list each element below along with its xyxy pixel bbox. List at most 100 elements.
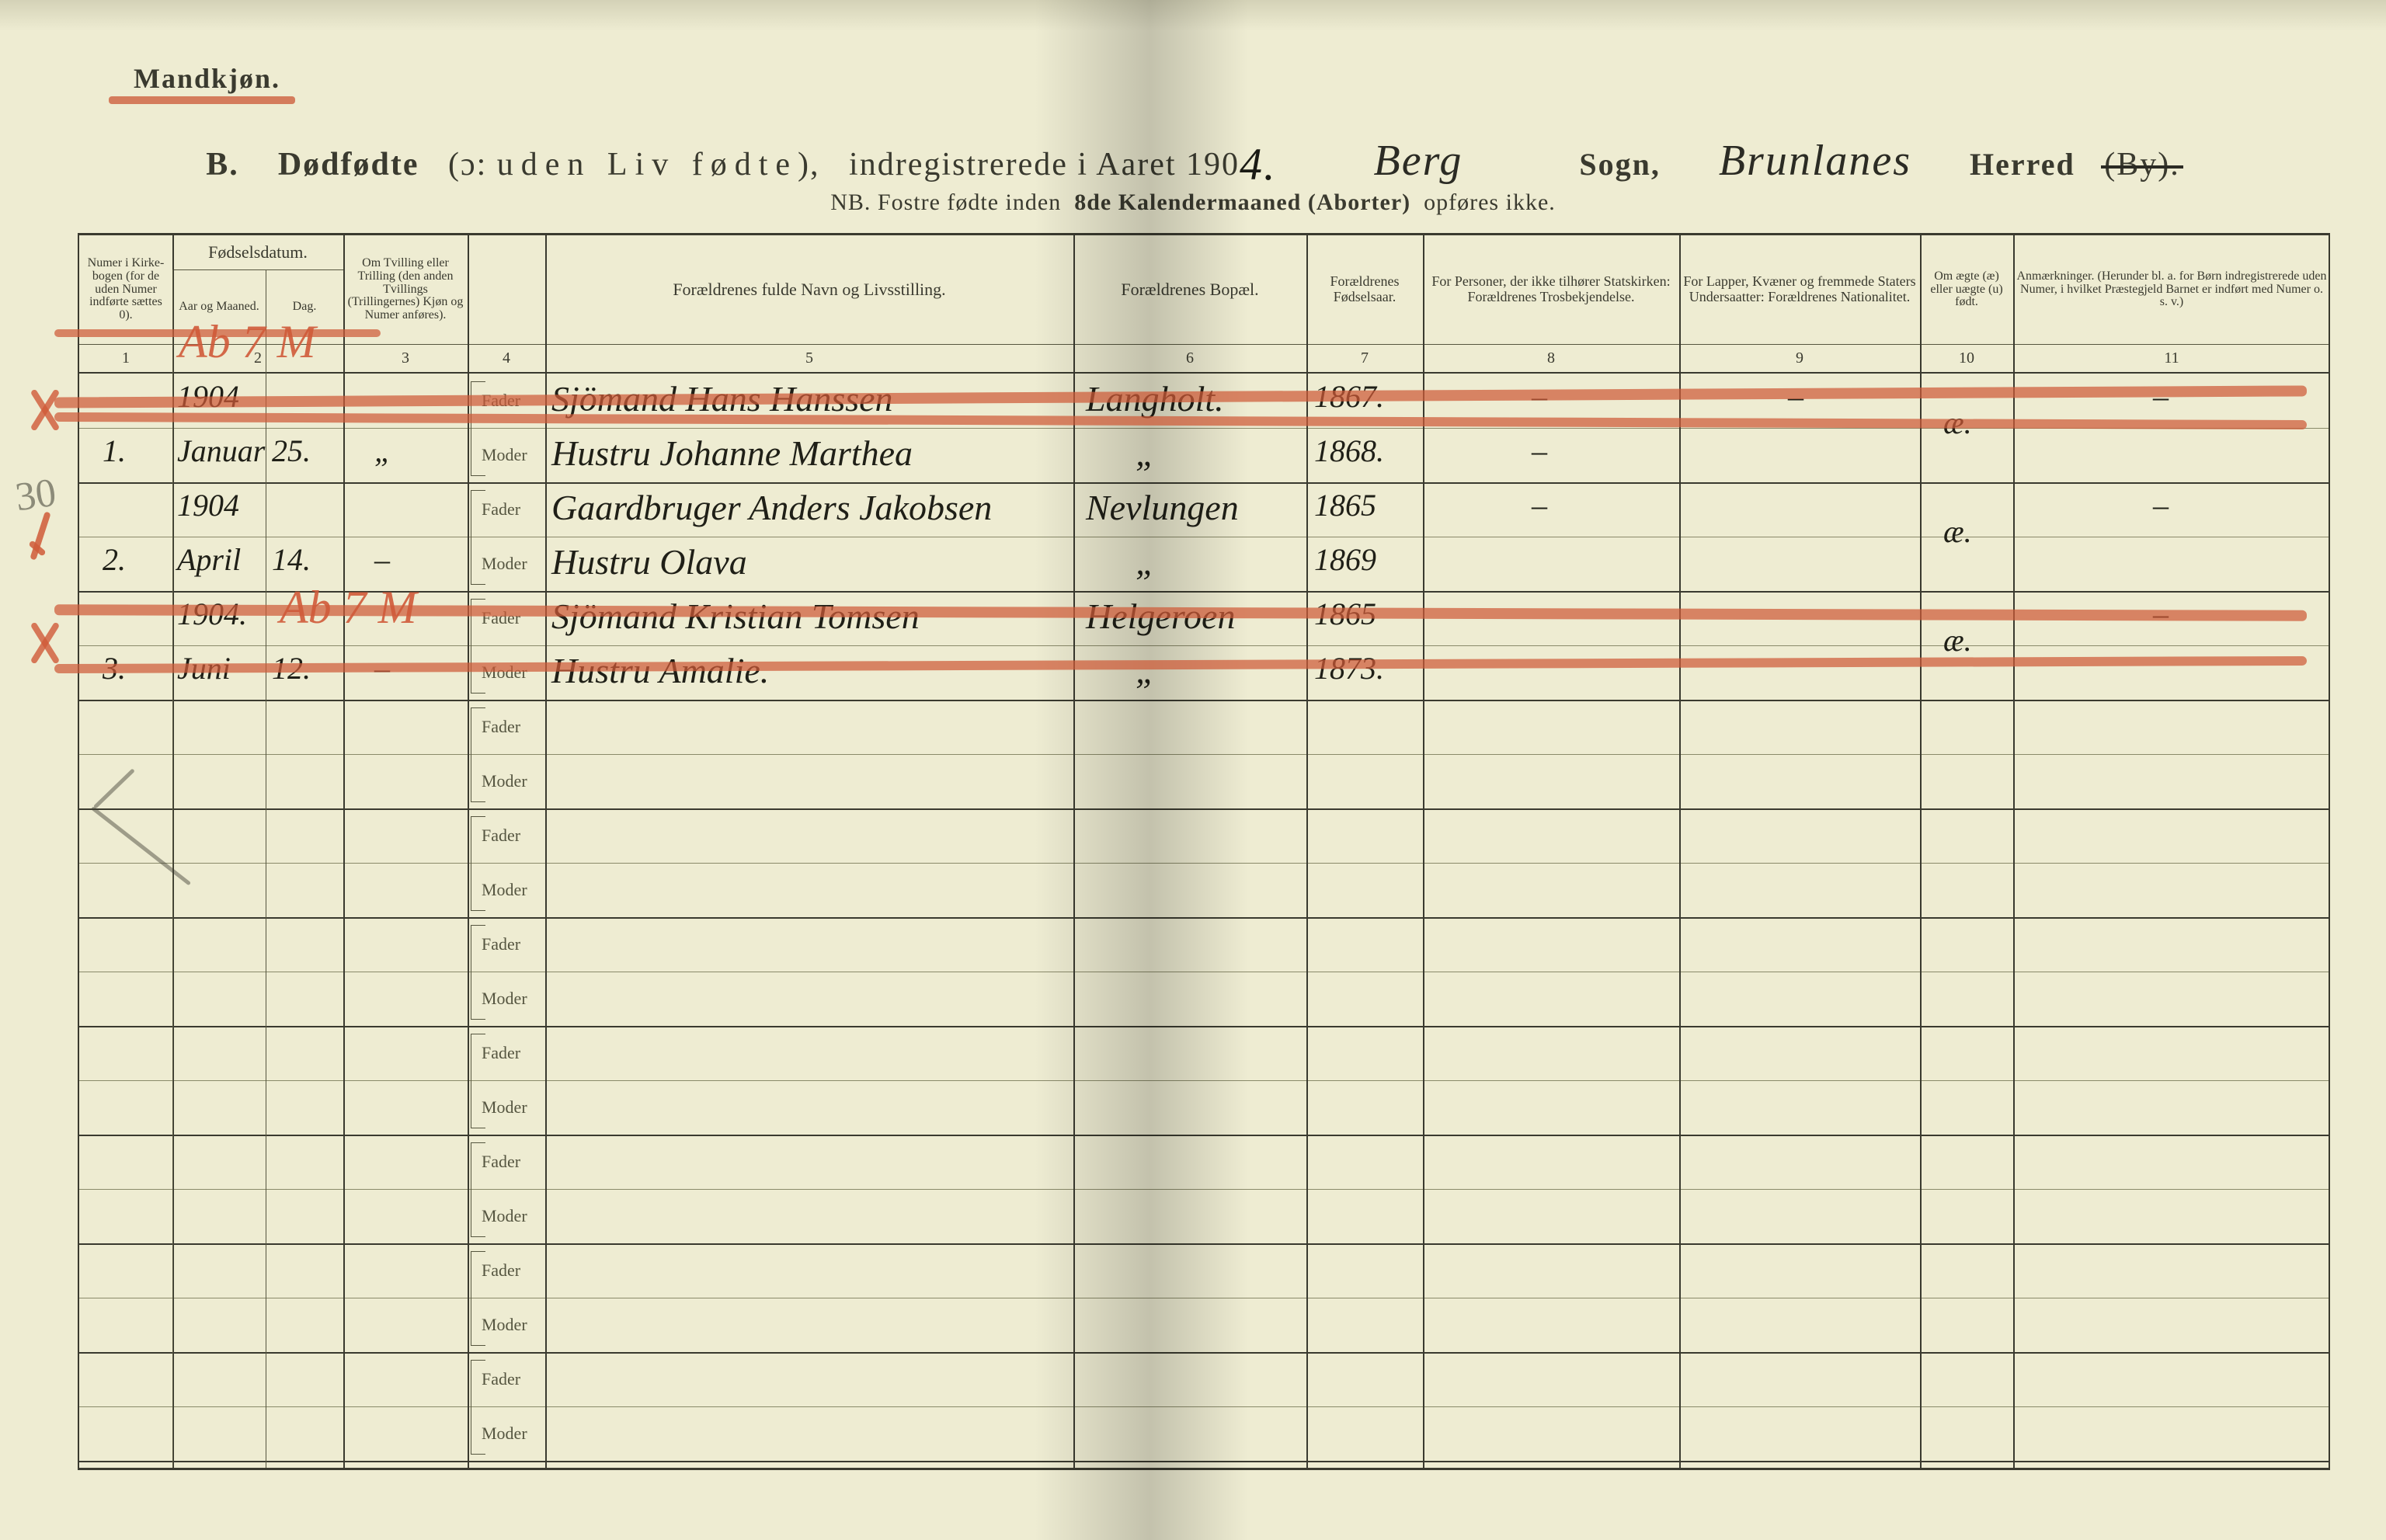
column-number: 10 [1920,344,2013,372]
column-header-c5: Forældrenes fulde Navn og Livsstilling. [545,235,1073,344]
subtitle-pre: NB. Fostre fødte inden [830,189,1061,215]
cell-c2a: April [177,541,241,578]
column-number: 8 [1423,344,1679,372]
title-paren-open: (ɔ: [448,147,497,183]
table-row: Fader 1904 Gaardbruger Anders Jakobsen Nevl… [79,482,2329,593]
cell-c8: – [1532,433,1547,469]
herred-label: Herred [1970,147,2075,182]
cell-c2b: 14. [272,541,311,578]
column-header-c8: For Personer, der ikke tilhører Statskir… [1423,235,1679,344]
year-handwritten: 4. [1240,139,1277,189]
column-number: 3 [343,344,468,372]
cell-c6: „ [1136,650,1156,691]
moder-label: Moder [482,554,527,574]
red-x-row1 [22,387,68,433]
fader-label: Fader [482,826,520,846]
fader-label: Fader [482,1152,520,1172]
table-row: Fader Moder [79,1243,2329,1354]
red-check-row2 [28,511,71,567]
subtitle: NB. Fostre fødte inden 8de Kalendermaane… [0,189,2386,216]
title-main: Dødfødte [278,147,419,183]
column-header-c9: For Lapper, Kvæner og fremmede Staters U… [1679,235,1920,344]
table-header: Numer i Kirke­bogen (for de uden Numer i… [79,235,2329,345]
page: Mandkjøn. B. Dødfødte (ɔ: uden Liv fødte… [0,0,2386,1540]
red-x-row3 [22,620,68,666]
fader-label: Fader [482,1260,520,1281]
pencil-30: 30 [12,470,59,521]
moder-label: Moder [482,989,527,1009]
row-bracket [471,925,485,1020]
column-header-c11: Anmærkninger. (Herunder bl. a. for Børn … [2013,235,2330,344]
column-number: 9 [1679,344,1920,372]
gender-underline [109,96,295,104]
sogn-value: Berg [1374,137,1463,185]
red-strike-row1-head [54,329,381,337]
row-bracket [471,707,485,802]
table-row: FaderModer [79,700,2329,810]
column-number: 11 [2013,344,2330,372]
table-row: Fader Moder [79,1135,2329,1245]
top-shadow [0,0,2386,31]
cell-c6: Nevlungen [1086,487,1239,528]
fader-label: Fader [482,717,520,737]
cell-c5: Hustru Olava [551,541,747,582]
row-bracket [471,1251,485,1346]
column-header-c6: Forældrenes Bopæl. [1073,235,1306,344]
herred-by-struck: (By). [2104,146,2180,183]
row-bracket [471,816,485,911]
title-b: B. [206,147,239,183]
cell-c10: æ. [1943,622,1972,659]
moder-label: Moder [482,1206,527,1226]
red-note-row3: Ab 7 M [280,581,417,634]
row-bracket [471,1360,485,1455]
title-paren-spaced: uden Liv fødte [497,147,798,183]
column-header-c1: Numer i Kirke­bogen (for de uden Numer i… [79,235,172,344]
cell-c1: 2. [103,541,126,578]
cell-c7: 1869 [1314,541,1376,578]
row-bracket [471,1142,485,1237]
title-paren-close: ), [798,147,820,183]
fader-label: Fader [482,499,520,520]
title-line: B. Dødfødte (ɔ: uden Liv fødte), indregi… [0,134,2386,186]
column-number: 7 [1306,344,1423,372]
cell-c6: „ [1136,433,1156,474]
row-bracket [471,490,485,585]
moder-label: Moder [482,445,527,465]
cell-c2a: 1904 [177,487,239,523]
table-row: FaderModer [79,808,2329,919]
table-row: Fader Moder [79,1026,2329,1136]
moder-label: Moder [482,1315,527,1335]
subtitle-bold: 8de Kalendermaaned (Aborter) [1074,189,1410,215]
cell-c6: „ [1136,541,1156,582]
cell-c5: Hustru Johanne Marthea [551,433,913,474]
cell-c2a: Januar [177,433,265,469]
table-row: FaderModer [79,917,2329,1027]
gender-label: Mandkjøn. [134,62,280,95]
fader-label: Fader [482,1043,520,1063]
cell-c11: – [2153,487,2169,523]
column-number: 5 [545,344,1073,372]
cell-c7: 1865 [1314,487,1376,523]
cell-c1: 1. [103,433,126,469]
cell-c8: – [1532,487,1547,523]
row-bracket [471,1034,485,1128]
column-number: 6 [1073,344,1306,372]
fader-label: Fader [482,1369,520,1389]
red-note-row1: Ab 7 M [179,315,316,369]
column-header-c3: Om Tvilling eller Trilling (den anden Tv… [343,235,468,344]
cell-c3: „ [374,433,391,469]
table-colnum-row: 1234567891011 [79,344,2329,374]
cell-c7: 1868. [1314,433,1384,469]
title-tail: indregistrerede i Aaret 190 [849,147,1240,183]
sogn-label: Sogn, [1579,147,1661,182]
cell-c3: – [374,541,390,578]
moder-label: Moder [482,1097,527,1118]
column-number: 4 [468,344,545,372]
cell-c2b: 25. [272,433,311,469]
column-header-c10: Om ægte (æ) eller uægte (u) født. [1920,235,2013,344]
cell-c10: æ. [1943,513,1972,550]
pencil-tick [93,806,186,899]
cell-c5: Gaardbruger Anders Jakobsen [551,487,992,528]
herred-value: Brunlanes [1719,137,1911,185]
column-header-c2: Fødselsdatum. [172,235,343,269]
